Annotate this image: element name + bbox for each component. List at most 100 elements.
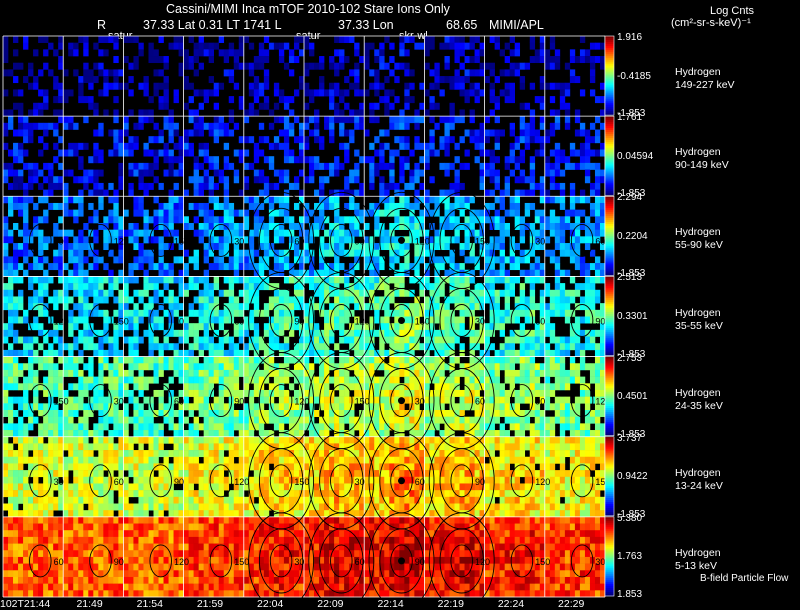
heatmap-cell xyxy=(404,357,409,364)
heatmap-cell xyxy=(214,216,219,223)
heatmap-cell xyxy=(329,196,334,203)
heatmap-cell xyxy=(595,196,600,203)
heatmap-cell xyxy=(179,143,184,150)
heatmap-cell xyxy=(113,357,118,364)
heatmap-cell xyxy=(339,377,344,384)
heatmap-cell xyxy=(354,109,359,116)
heatmap-cell xyxy=(154,510,159,517)
heatmap-cell xyxy=(505,350,510,357)
heatmap-cell xyxy=(254,410,259,417)
heatmap-cell xyxy=(234,150,239,157)
heatmap-cell xyxy=(3,216,8,223)
heatmap-cell xyxy=(434,397,439,404)
heatmap-cell xyxy=(113,136,118,143)
heatmap-cell xyxy=(434,357,439,364)
heatmap-cell xyxy=(379,430,384,437)
heatmap-cell xyxy=(244,210,249,217)
heatmap-cell xyxy=(28,343,33,350)
heatmap-cell xyxy=(103,236,108,243)
heatmap-cell xyxy=(73,504,78,511)
heatmap-cell xyxy=(560,230,565,237)
heatmap-cell xyxy=(48,357,53,364)
heatmap-cell xyxy=(174,130,179,137)
heatmap-cell xyxy=(33,223,38,230)
heatmap-cell xyxy=(8,470,13,477)
heatmap-cell xyxy=(23,403,28,410)
heatmap-cell xyxy=(204,417,209,424)
heatmap-cell xyxy=(419,370,424,377)
heatmap-cell xyxy=(169,290,174,297)
heatmap-cell xyxy=(429,116,434,123)
heatmap-cell xyxy=(334,196,339,203)
heatmap-cell xyxy=(259,136,264,143)
heatmap-cell xyxy=(68,437,73,444)
heatmap-cell xyxy=(344,403,349,410)
heatmap-cell xyxy=(424,283,429,290)
heatmap-cell xyxy=(164,470,169,477)
heatmap-cell xyxy=(590,203,595,210)
heatmap-cell xyxy=(465,243,470,250)
heatmap-cell xyxy=(78,423,83,430)
heatmap-cell xyxy=(113,109,118,116)
heatmap-cell xyxy=(53,450,58,457)
heatmap-cell xyxy=(429,136,434,143)
heatmap-cell xyxy=(239,250,244,257)
heatmap-cell xyxy=(148,49,153,56)
heatmap-cell xyxy=(219,49,224,56)
heatmap-cell xyxy=(204,256,209,263)
heatmap-cell xyxy=(339,276,344,283)
heatmap-cell xyxy=(314,323,319,330)
heatmap-cell xyxy=(8,170,13,177)
heatmap-cell xyxy=(108,183,113,190)
heatmap-cell xyxy=(189,490,194,497)
heatmap-cell xyxy=(344,236,349,243)
heatmap-cell xyxy=(455,236,460,243)
heatmap-cell xyxy=(460,196,465,203)
heatmap-cell xyxy=(354,49,359,56)
heatmap-cell xyxy=(545,357,550,364)
heatmap-cell xyxy=(309,96,314,103)
heatmap-cell xyxy=(555,296,560,303)
heatmap-cell xyxy=(249,403,254,410)
heatmap-cell xyxy=(465,310,470,317)
heatmap-cell xyxy=(128,296,133,303)
heatmap-cell xyxy=(525,270,530,277)
heatmap-cell xyxy=(118,270,123,277)
heatmap-cell xyxy=(545,303,550,310)
heatmap-cell xyxy=(148,163,153,170)
heatmap-cell xyxy=(585,56,590,63)
heatmap-cell xyxy=(143,330,148,337)
heatmap-cell xyxy=(118,296,123,303)
heatmap-cell xyxy=(254,357,259,364)
heatmap-cell xyxy=(334,383,339,390)
heatmap-cell xyxy=(475,56,480,63)
heatmap-cell xyxy=(143,510,148,517)
heatmap-cell xyxy=(113,56,118,63)
heatmap-cell xyxy=(28,276,33,283)
heatmap-cell xyxy=(174,123,179,130)
heatmap-cell xyxy=(3,69,8,76)
heatmap-cell xyxy=(550,290,555,297)
heatmap-cell xyxy=(394,290,399,297)
heatmap-cell xyxy=(449,337,454,344)
heatmap-cell xyxy=(319,190,324,197)
heatmap-cell xyxy=(565,377,570,384)
heatmap-cell xyxy=(455,357,460,364)
heatmap-cell xyxy=(449,76,454,83)
heatmap-cell xyxy=(13,477,18,484)
heatmap-cell xyxy=(284,337,289,344)
heatmap-cell xyxy=(515,69,520,76)
heatmap-cell xyxy=(159,203,164,210)
heatmap-cell xyxy=(18,183,23,190)
heatmap-cell xyxy=(108,150,113,157)
heatmap-cell xyxy=(28,196,33,203)
heatmap-cell xyxy=(324,417,329,424)
heatmap-cell xyxy=(264,36,269,43)
heatmap-cell xyxy=(224,56,229,63)
heatmap-cell xyxy=(580,343,585,350)
heatmap-cell xyxy=(189,323,194,330)
heatmap-cell xyxy=(324,410,329,417)
heatmap-cell xyxy=(204,430,209,437)
heatmap-cell xyxy=(274,83,279,90)
heatmap-cell xyxy=(199,236,204,243)
